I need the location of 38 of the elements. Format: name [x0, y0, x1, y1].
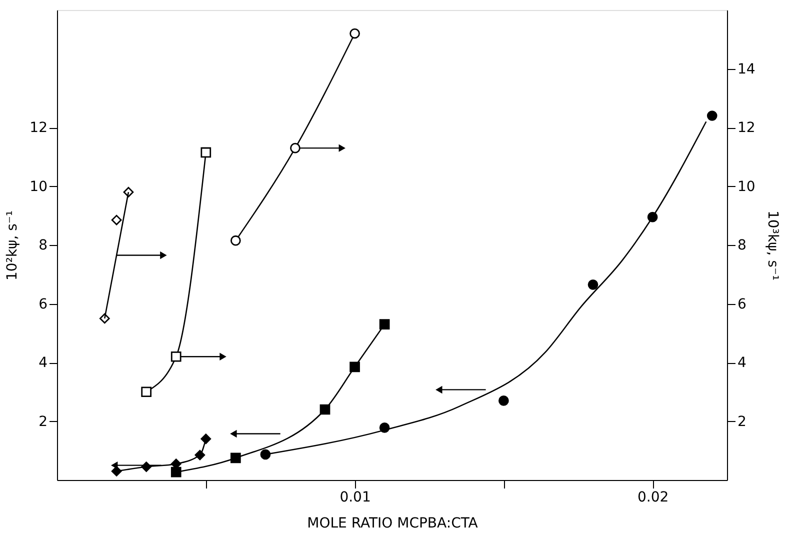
y2-tick-label: 2: [738, 414, 746, 430]
point: [350, 362, 360, 372]
point: [320, 404, 330, 415]
point: [379, 319, 390, 330]
y2-tick-label: 14: [738, 61, 756, 78]
point: [170, 466, 182, 478]
point: [170, 351, 182, 362]
y2-tick-label: 4: [738, 355, 746, 371]
y2-tick-label: 10: [738, 178, 756, 195]
y-tick-label: 6: [38, 296, 48, 312]
y2-tick-label: 12: [738, 120, 756, 136]
y-tick-label: 4: [38, 355, 48, 371]
x-tick-label: 0.01: [340, 490, 371, 506]
y-axis-title: 10²kψ, s⁻¹: [4, 210, 21, 280]
point: [141, 462, 152, 472]
point: [350, 28, 360, 39]
point: [200, 434, 212, 444]
y-tick-label: 2: [38, 414, 48, 430]
point: [194, 450, 206, 460]
point: [588, 279, 598, 290]
point: [141, 386, 152, 398]
y2-axis-title: 10³kψ, s⁻¹: [764, 210, 780, 280]
point: [111, 466, 122, 476]
point: [200, 147, 212, 158]
point: [290, 142, 300, 154]
point: [230, 235, 241, 246]
point: [230, 452, 241, 464]
point: [260, 449, 271, 460]
y-tick-label: 12: [30, 120, 48, 136]
y2-tick-label: 8: [738, 238, 746, 254]
point: [498, 396, 509, 406]
x-axis-title: MOLE RATIO MCPBA:CTA: [307, 516, 478, 532]
y-tick-label: 8: [38, 238, 48, 254]
y2-tick-label: 6: [738, 296, 746, 312]
y-tick-label: 10: [30, 178, 48, 195]
x-tick-label: 0.02: [637, 490, 669, 506]
point: [706, 110, 718, 121]
point: [111, 214, 122, 226]
